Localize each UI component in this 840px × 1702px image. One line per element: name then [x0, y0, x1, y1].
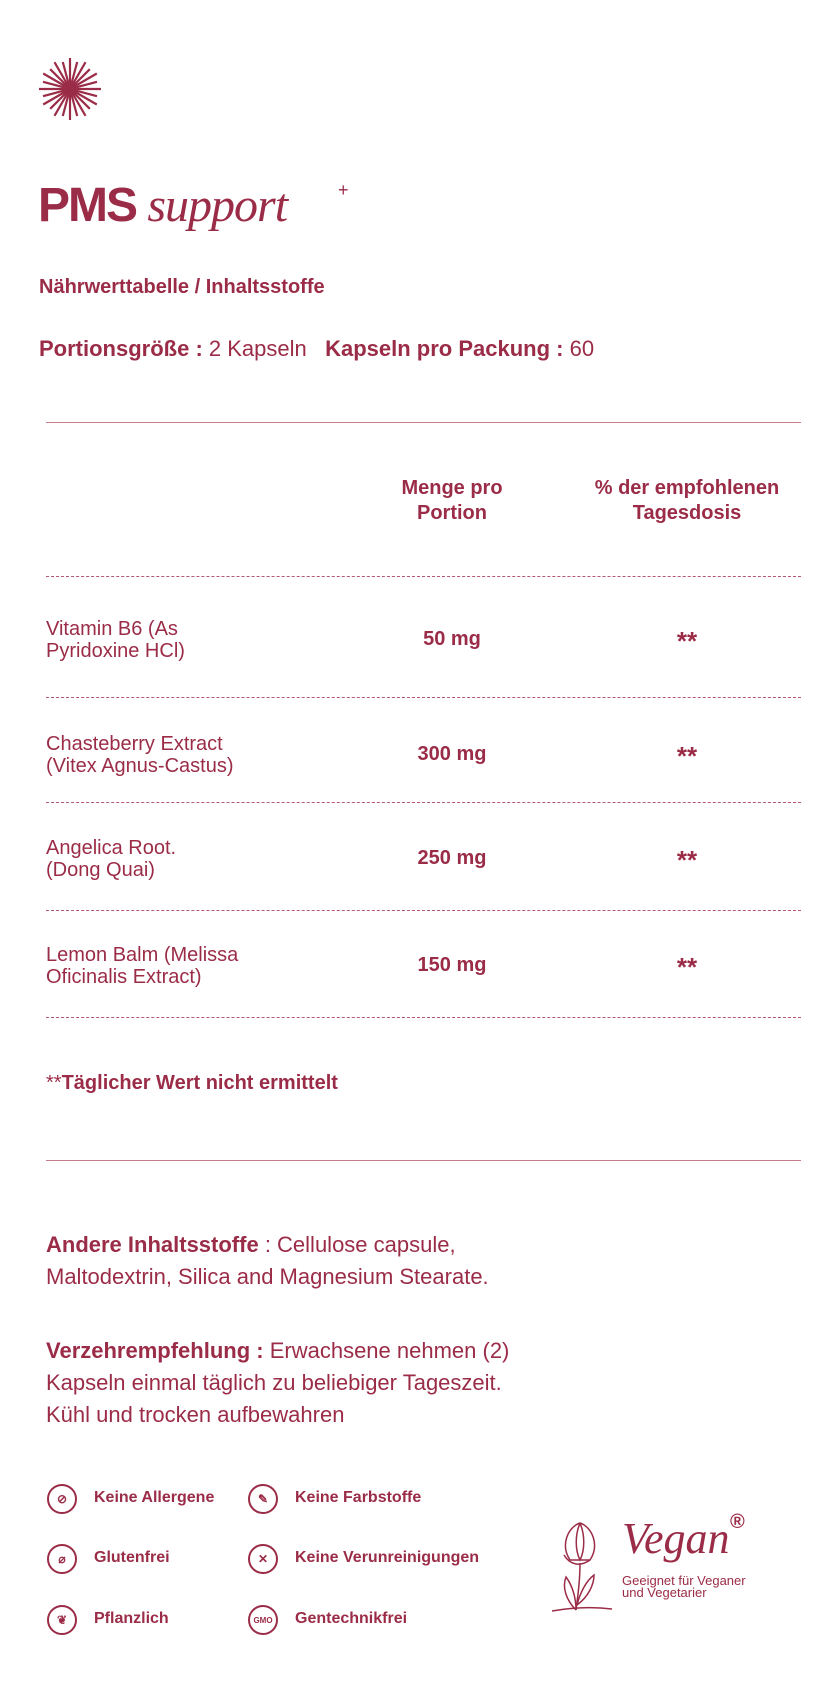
ingredient-amount: 50 mg — [423, 628, 481, 650]
ingredient-percent: ** — [676, 845, 698, 875]
divider-dashed — [46, 1017, 801, 1018]
sunburst-icon — [39, 58, 101, 120]
divider-dashed — [46, 697, 801, 698]
tulip-icon — [551, 1522, 613, 1612]
plant-icon: ❦ — [47, 1605, 77, 1635]
no-allergens-icon: ⊘ — [47, 1484, 77, 1514]
ingredient-percent: ** — [676, 626, 698, 656]
badge-label: Keine Farbstoffe — [295, 1489, 422, 1506]
col-amount-header: Menge pro Portion — [401, 477, 503, 524]
badge-label: Gentechnikfrei — [295, 1610, 408, 1627]
subtitle: Nährwerttabelle / Inhaltsstoffe — [39, 276, 325, 298]
gmo-free-icon: GMO — [248, 1605, 278, 1635]
title-superscript: + — [338, 180, 349, 200]
divider — [46, 1160, 801, 1161]
ingredient-percent: ** — [676, 952, 698, 982]
footnote: **Täglicher Wert nicht ermittelt — [46, 1072, 338, 1094]
page-title: PMS support — [38, 179, 288, 232]
ingredient-amount: 150 mg — [417, 954, 487, 976]
no-dyes-icon: ✎ — [248, 1484, 278, 1514]
divider-dashed — [46, 910, 801, 911]
ingredient-name: Vitamin B6 (As Pyridoxine HCl) — [46, 618, 185, 662]
vegan-badge: Vegan ® Geeignet für Veganer und Vegetari… — [550, 1511, 770, 1615]
badge-label: Keine Verunreinigungen — [295, 1549, 480, 1566]
divider-dashed — [46, 576, 801, 577]
ingredient-name: Lemon Balm (Melissa Oficinalis Extract) — [46, 944, 239, 988]
ingredient-name: Angelica Root. (Dong Quai) — [46, 837, 177, 881]
divider-dashed — [46, 802, 801, 803]
ingredient-amount: 300 mg — [417, 743, 487, 765]
ingredient-amount: 250 mg — [417, 847, 487, 869]
badge-label: Pflanzlich — [94, 1610, 169, 1627]
ingredient-percent: ** — [676, 741, 698, 771]
usage-recommendation: Verzehrempfehlung : Erwachsene nehmen (2… — [46, 1338, 510, 1427]
badge-label: Glutenfrei — [94, 1549, 170, 1566]
gluten-free-icon: ⌀ — [47, 1544, 77, 1574]
col-percent-header: % der empfohlenen Tagesdosis — [594, 477, 780, 524]
badge-label: Keine Allergene — [94, 1489, 215, 1506]
ingredient-name: Chasteberry Extract (Vitex Agnus-Castus) — [46, 733, 234, 777]
divider — [46, 422, 801, 423]
no-contaminants-icon: ✕ — [248, 1544, 278, 1574]
portion-info: Portionsgröße : 2 Kapseln Kapseln pro Pa… — [39, 336, 595, 361]
other-ingredients: Andere Inhaltsstoffe : Cellulose capsule… — [46, 1232, 489, 1289]
